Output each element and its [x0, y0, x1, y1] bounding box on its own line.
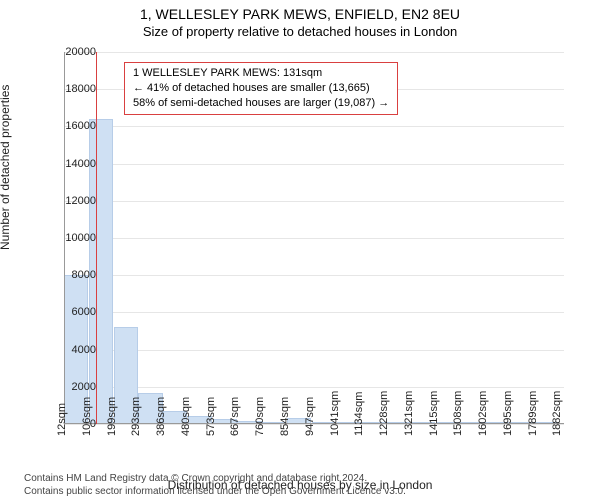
- gridline: [64, 387, 564, 388]
- gridline: [64, 126, 564, 127]
- y-tick-label: 12000: [44, 195, 96, 207]
- y-tick-label: 16000: [44, 120, 96, 132]
- footer-attribution: Contains HM Land Registry data © Crown c…: [24, 473, 406, 498]
- gridline: [64, 52, 564, 53]
- y-tick-label: 20000: [44, 46, 96, 58]
- gridline: [64, 164, 564, 165]
- gridline: [64, 201, 564, 202]
- y-tick-label: 2000: [44, 381, 96, 393]
- y-tick-label: 6000: [44, 306, 96, 318]
- annotation-line: 58% of semi-detached houses are larger (…: [133, 96, 389, 111]
- y-tick-label: 18000: [44, 83, 96, 95]
- footer-line: Contains HM Land Registry data © Crown c…: [24, 473, 406, 486]
- gridline: [64, 275, 564, 276]
- annotation-box: 1 WELLESLEY PARK MEWS: 131sqm← 41% of de…: [124, 62, 398, 115]
- gridline: [64, 238, 564, 239]
- gridline: [64, 312, 564, 313]
- y-tick-label: 10000: [44, 232, 96, 244]
- y-tick-label: 4000: [44, 344, 96, 356]
- footer-line: Contains public sector information licen…: [24, 486, 406, 499]
- title-main: 1, WELLESLEY PARK MEWS, ENFIELD, EN2 8EU: [0, 0, 600, 22]
- annotation-line: 1 WELLESLEY PARK MEWS: 131sqm: [133, 66, 389, 81]
- annotation-line: ← 41% of detached houses are smaller (13…: [133, 81, 389, 96]
- y-tick-label: 8000: [44, 269, 96, 281]
- y-axis-label: Number of detached properties: [8, 2, 22, 167]
- gridline: [64, 350, 564, 351]
- y-tick-label: 14000: [44, 158, 96, 170]
- title-sub: Size of property relative to detached ho…: [0, 22, 600, 39]
- chart-plot-area: 1 WELLESLEY PARK MEWS: 131sqm← 41% of de…: [64, 52, 564, 424]
